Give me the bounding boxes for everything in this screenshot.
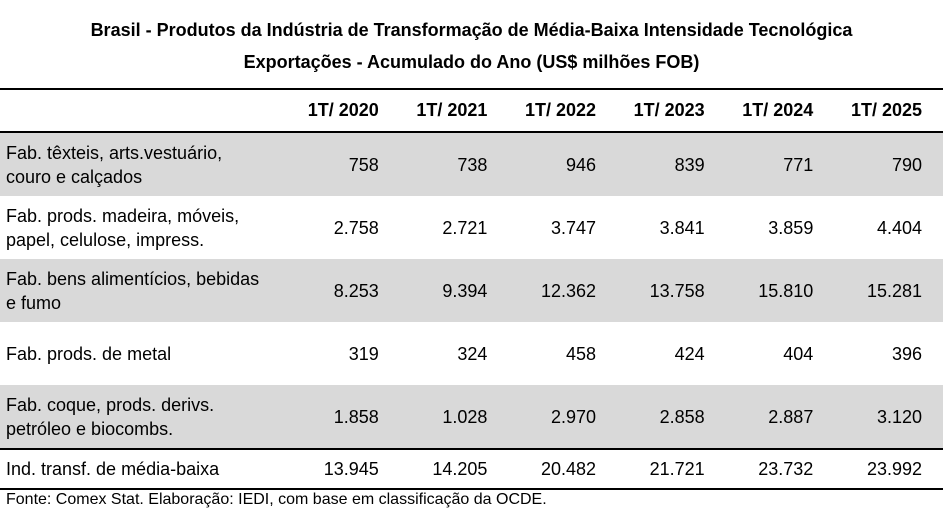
value-cell: 8.253 — [291, 259, 400, 322]
table-header-row: 1T/ 2020 1T/ 2021 1T/ 2022 1T/ 2023 1T/ 2024… — [0, 88, 943, 133]
total-value-cell: 14.205 — [399, 448, 509, 490]
value-cell: 3.747 — [551, 217, 597, 238]
value-cell: 15.281 — [834, 259, 943, 322]
value-cell: 1.858 — [291, 385, 400, 449]
table-row: Fab. bens alimentícios, bebidas e fumo 8.… — [0, 259, 943, 322]
value-cell: 9.394 — [399, 259, 509, 322]
value-cell: 839 — [617, 132, 726, 196]
row-label: Fab. têxteis, arts.vestuário, couro e ca… — [0, 132, 292, 196]
value-cell: 758 — [291, 132, 400, 196]
value-cell: 458 — [566, 343, 597, 364]
value-cell: 396 — [891, 343, 922, 364]
table-row: Fab. têxteis, arts.vestuário, couro e ca… — [0, 132, 943, 196]
header-label-cell — [0, 88, 292, 133]
row-label: Fab. bens alimentícios, bebidas e fumo — [0, 259, 292, 322]
chart-title-line1: Brasil - Produtos da Indústria de Transf… — [90, 20, 853, 40]
value-cell: 2.858 — [617, 385, 726, 449]
value-cell: 2.970 — [508, 385, 618, 449]
table-row: Fab. prods. madeira, móveis, papel, celu… — [0, 196, 943, 259]
total-value-cell: 21.721 — [617, 448, 726, 490]
value-cell: 4.404 — [876, 217, 922, 238]
total-value-cell: 13.945 — [291, 448, 400, 490]
row-label: Fab. coque, prods. derivs. petróleo e bi… — [0, 385, 292, 449]
value-cell: 3.120 — [834, 385, 943, 449]
total-value-cell: 20.482 — [508, 448, 618, 490]
value-cell: 2.721 — [442, 217, 488, 238]
row-label: Fab. prods. madeira, móveis, papel, celu… — [6, 205, 240, 250]
total-value-cell: 23.992 — [834, 448, 943, 490]
value-cell: 946 — [508, 132, 618, 196]
column-header: 1T/ 2023 — [617, 88, 726, 133]
value-cell: 2.887 — [725, 385, 835, 449]
column-header: 1T/ 2022 — [508, 88, 618, 133]
value-cell: 12.362 — [508, 259, 618, 322]
exports-table: 1T/ 2020 1T/ 2021 1T/ 2022 1T/ 2023 1T/ 2024… — [0, 88, 943, 490]
value-cell: 424 — [674, 343, 705, 364]
value-cell: 790 — [834, 132, 943, 196]
table-row: Fab. coque, prods. derivs. petróleo e bi… — [0, 385, 943, 449]
column-header: 1T/ 2021 — [399, 88, 509, 133]
value-cell: 771 — [725, 132, 835, 196]
total-label: Ind. transf. de média-baixa — [0, 448, 292, 490]
value-cell: 2.758 — [333, 217, 379, 238]
row-label: Fab. prods. de metal — [6, 343, 172, 364]
value-cell: 319 — [348, 343, 379, 364]
column-header: 1T/ 2020 — [291, 88, 400, 133]
column-header: 1T/ 2025 — [834, 88, 943, 133]
table-row: Fab. prods. de metal 319 324 458 424 404 396 — [0, 322, 943, 385]
value-cell: 3.859 — [768, 217, 814, 238]
total-value-cell: 23.732 — [725, 448, 835, 490]
column-header: 1T/ 2024 — [725, 88, 835, 133]
value-cell: 15.810 — [725, 259, 835, 322]
chart-title-line2: Exportações - Acumulado do Ano (US$ milh… — [243, 52, 700, 72]
value-cell: 738 — [399, 132, 509, 196]
value-cell: 13.758 — [617, 259, 726, 322]
value-cell: 324 — [457, 343, 488, 364]
total-row: Ind. transf. de média-baixa 13.945 14.205 2… — [0, 448, 943, 490]
value-cell: 404 — [783, 343, 814, 364]
value-cell: 3.841 — [659, 217, 705, 238]
value-cell: 1.028 — [399, 385, 509, 449]
source-note: Fonte: Comex Stat. Elaboração: IEDI, com… — [6, 491, 547, 508]
